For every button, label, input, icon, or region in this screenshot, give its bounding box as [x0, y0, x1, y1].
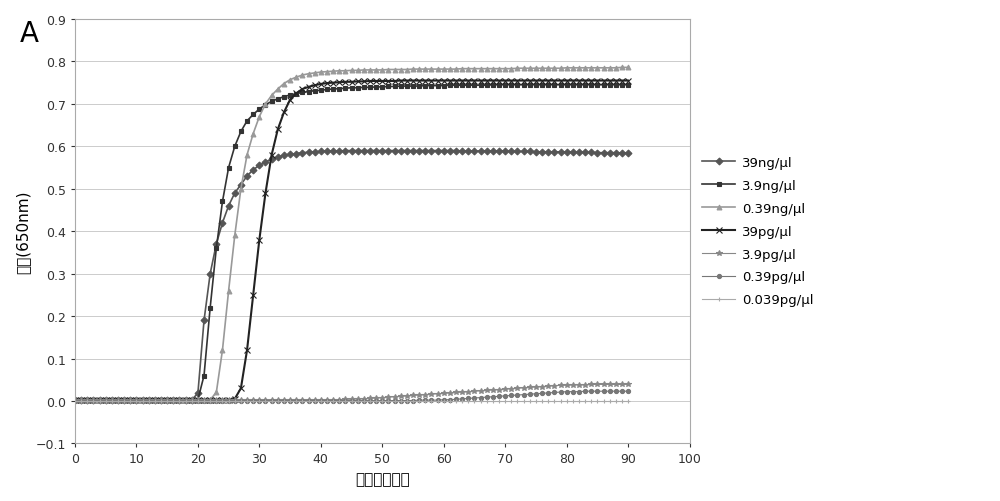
- Line: 39pg/μl: 39pg/μl: [72, 79, 631, 403]
- 0.39pg/μl: [616, 388, 628, 394]
- 39ng/μl: [542, 149, 554, 155]
- 3.9ng/μl: [137, 397, 149, 403]
- 39pg/μl: [622, 78, 634, 84]
- 3.9pg/μl: [137, 397, 149, 403]
- 0.39pg/μl: [536, 391, 548, 397]
- 0.39ng/μl: [604, 66, 616, 72]
- 0.39pg/μl: [622, 388, 634, 394]
- 0.039pg/μl: [610, 398, 622, 404]
- 3.9pg/μl: [610, 382, 622, 388]
- 0.39pg/μl: [198, 398, 210, 404]
- 39pg/μl: [210, 397, 222, 403]
- 0.39pg/μl: [210, 398, 222, 404]
- 3.9pg/μl: [616, 382, 628, 388]
- 3.9ng/μl: [487, 83, 499, 89]
- 39pg/μl: [395, 78, 407, 84]
- Line: 3.9ng/μl: 3.9ng/μl: [73, 83, 631, 402]
- Line: 3.9pg/μl: 3.9pg/μl: [72, 382, 631, 403]
- 0.039pg/μl: [137, 398, 149, 404]
- 3.9pg/μl: [536, 384, 548, 390]
- 39pg/μl: [616, 78, 628, 84]
- 39pg/μl: [198, 397, 210, 403]
- 0.039pg/μl: [210, 398, 222, 404]
- 0.039pg/μl: [536, 398, 548, 404]
- Y-axis label: 浓度(650nm): 浓度(650nm): [15, 190, 30, 274]
- 0.39ng/μl: [610, 66, 622, 72]
- 0.39pg/μl: [579, 388, 591, 394]
- 0.039pg/μl: [604, 398, 616, 404]
- 3.9ng/μl: [69, 397, 81, 403]
- 3.9ng/μl: [210, 245, 222, 252]
- Legend: 39ng/μl, 3.9ng/μl, 0.39ng/μl, 39pg/μl, 3.9pg/μl, 0.39pg/μl, 0.039pg/μl: 39ng/μl, 3.9ng/μl, 0.39ng/μl, 39pg/μl, 3…: [702, 157, 813, 307]
- 3.9ng/μl: [542, 83, 554, 89]
- 39ng/μl: [198, 318, 210, 324]
- 0.39ng/μl: [69, 397, 81, 403]
- X-axis label: 时间（分钟）: 时间（分钟）: [355, 471, 410, 486]
- Line: 0.039pg/μl: 0.039pg/μl: [73, 399, 630, 403]
- 3.9ng/μl: [616, 83, 628, 89]
- Line: 39ng/μl: 39ng/μl: [73, 149, 631, 402]
- 39pg/μl: [542, 78, 554, 84]
- 0.039pg/μl: [69, 398, 81, 404]
- 39ng/μl: [610, 150, 622, 156]
- 39ng/μl: [616, 151, 628, 157]
- 0.39pg/μl: [610, 388, 622, 394]
- 3.9ng/μl: [610, 83, 622, 89]
- Line: 0.39pg/μl: 0.39pg/μl: [73, 389, 630, 403]
- 39pg/μl: [610, 78, 622, 84]
- 39ng/μl: [210, 241, 222, 247]
- Text: A: A: [20, 20, 39, 48]
- 0.39pg/μl: [137, 398, 149, 404]
- 3.9pg/μl: [622, 382, 634, 388]
- Line: 0.39ng/μl: 0.39ng/μl: [73, 66, 631, 402]
- 0.039pg/μl: [198, 398, 210, 404]
- 39ng/μl: [137, 397, 149, 403]
- 0.39ng/μl: [536, 66, 548, 72]
- 3.9ng/μl: [198, 373, 210, 379]
- 0.39ng/μl: [210, 390, 222, 396]
- 39ng/μl: [339, 148, 351, 154]
- 0.039pg/μl: [622, 398, 634, 404]
- 3.9pg/μl: [585, 382, 597, 388]
- 0.39pg/μl: [69, 398, 81, 404]
- 39ng/μl: [69, 397, 81, 403]
- 0.39ng/μl: [137, 397, 149, 403]
- 0.39ng/μl: [622, 65, 634, 71]
- 39pg/μl: [69, 397, 81, 403]
- 3.9ng/μl: [622, 83, 634, 89]
- 3.9pg/μl: [69, 397, 81, 403]
- 39pg/μl: [137, 397, 149, 403]
- 0.39ng/μl: [198, 397, 210, 403]
- 3.9pg/μl: [210, 397, 222, 403]
- 39ng/μl: [622, 151, 634, 157]
- 0.39ng/μl: [616, 65, 628, 71]
- 3.9pg/μl: [198, 397, 210, 403]
